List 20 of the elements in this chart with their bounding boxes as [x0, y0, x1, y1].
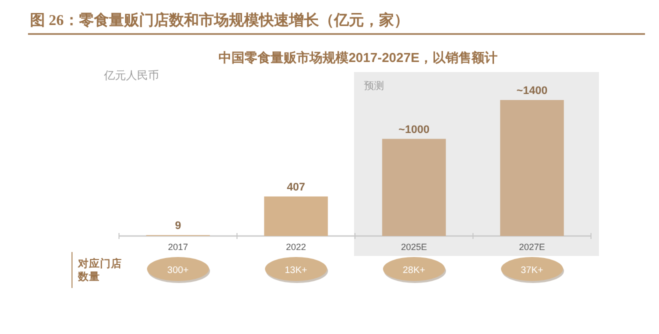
bar [264, 196, 328, 236]
text: 300+ [167, 265, 190, 276]
text: 37K+ [520, 265, 544, 276]
x-tick-label: 2022 [286, 242, 306, 252]
x-tick-label: 2025E [400, 242, 428, 252]
data-label: ~1000 [398, 124, 430, 136]
data-label: 407 [286, 181, 306, 194]
data-label: ~1400 [516, 85, 548, 97]
x-tick-label: 2017 [168, 242, 188, 252]
bar [382, 138, 446, 236]
data-label: 9 [174, 220, 182, 232]
text: 13K+ [284, 265, 308, 276]
band-label: 预测 [364, 80, 384, 92]
x-tick-label: 2027E [518, 242, 546, 252]
bar [500, 100, 564, 236]
chart-title: 图 26：零食量贩门店数和市场规模快速增长（亿元，家） [30, 11, 409, 29]
text: 28K+ [402, 265, 426, 276]
chart-subtitle: 中国零食量贩市场规模2017-2027E，以销售额计 [218, 50, 498, 65]
text: 对应门店数量 [77, 257, 122, 283]
y-axis-title: 亿元人民币 [103, 69, 159, 82]
